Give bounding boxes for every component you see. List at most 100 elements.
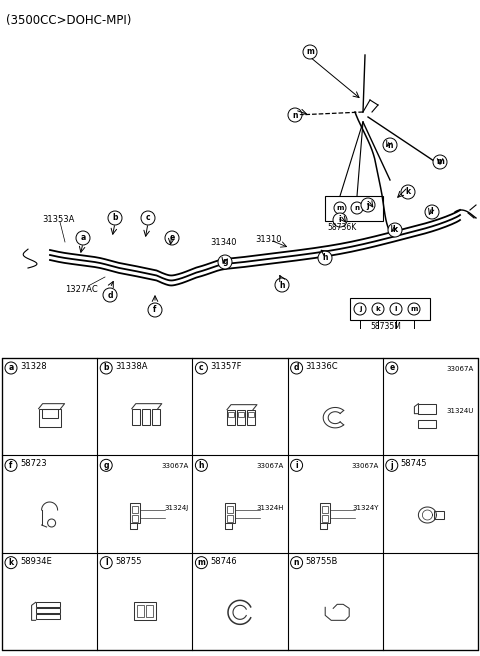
Bar: [228, 412, 234, 417]
Circle shape: [100, 557, 112, 569]
Circle shape: [275, 278, 289, 292]
Text: m: m: [436, 157, 444, 167]
Bar: [134, 602, 156, 621]
Text: a: a: [80, 234, 85, 243]
Bar: [42, 409, 58, 418]
Circle shape: [290, 459, 302, 471]
Bar: [419, 403, 436, 414]
Text: 33067A: 33067A: [256, 463, 284, 469]
Bar: [132, 409, 140, 424]
Text: d: d: [294, 363, 300, 373]
Text: n: n: [294, 558, 300, 567]
Text: i: i: [295, 461, 298, 470]
Circle shape: [290, 362, 302, 374]
Circle shape: [76, 231, 90, 245]
Text: 31324J: 31324J: [164, 505, 188, 511]
Bar: [238, 412, 244, 417]
Text: 1327AC: 1327AC: [65, 285, 98, 294]
Text: 31353A: 31353A: [42, 215, 74, 224]
Circle shape: [5, 459, 17, 471]
Text: j: j: [367, 201, 369, 209]
Bar: [146, 605, 153, 617]
Bar: [322, 515, 328, 522]
Text: e: e: [169, 234, 175, 243]
Circle shape: [401, 185, 415, 199]
Text: g: g: [104, 461, 109, 470]
Text: c: c: [199, 363, 204, 373]
Circle shape: [103, 288, 117, 302]
Bar: [38, 409, 60, 426]
Text: a: a: [8, 363, 13, 373]
Text: l: l: [105, 558, 108, 567]
Text: c: c: [146, 213, 150, 222]
Circle shape: [195, 459, 207, 471]
Text: 33067A: 33067A: [447, 366, 474, 372]
Text: n: n: [387, 140, 393, 150]
Bar: [137, 605, 144, 617]
Circle shape: [195, 362, 207, 374]
Text: 31357F: 31357F: [210, 362, 242, 371]
Text: f: f: [9, 461, 12, 470]
Circle shape: [354, 303, 366, 315]
Text: b: b: [112, 213, 118, 222]
Bar: [434, 511, 444, 519]
Circle shape: [361, 198, 375, 212]
Text: 31336C: 31336C: [306, 362, 338, 371]
Circle shape: [100, 362, 112, 374]
Text: k: k: [406, 188, 410, 197]
Circle shape: [334, 202, 346, 214]
Bar: [36, 614, 60, 619]
Text: 31340: 31340: [210, 238, 237, 247]
Text: 58755: 58755: [115, 557, 142, 565]
Circle shape: [5, 557, 17, 569]
Circle shape: [318, 251, 332, 265]
Text: f: f: [153, 306, 156, 314]
Circle shape: [5, 362, 17, 374]
Text: k: k: [376, 306, 380, 312]
Bar: [247, 409, 255, 424]
Circle shape: [195, 557, 207, 569]
Text: b: b: [104, 363, 109, 373]
Text: l: l: [431, 207, 433, 216]
Text: 31310: 31310: [255, 235, 281, 244]
Bar: [227, 506, 233, 513]
Circle shape: [148, 303, 162, 317]
Bar: [132, 515, 138, 522]
Circle shape: [333, 213, 347, 227]
Bar: [130, 503, 140, 523]
Bar: [36, 608, 60, 613]
Circle shape: [218, 255, 232, 269]
Bar: [248, 412, 254, 417]
Bar: [322, 506, 328, 513]
Circle shape: [108, 211, 122, 225]
Circle shape: [425, 205, 439, 219]
Text: j: j: [359, 306, 361, 312]
Text: 31338A: 31338A: [115, 362, 148, 371]
Circle shape: [390, 303, 402, 315]
Text: n: n: [355, 205, 360, 211]
Circle shape: [165, 231, 179, 245]
Text: 58723: 58723: [20, 459, 47, 468]
Circle shape: [288, 108, 302, 122]
Circle shape: [290, 557, 302, 569]
Text: i: i: [339, 216, 341, 224]
Text: k: k: [393, 226, 397, 234]
Text: e: e: [389, 363, 395, 373]
Bar: [320, 503, 330, 523]
Bar: [36, 602, 60, 607]
Text: l: l: [395, 306, 397, 312]
Circle shape: [303, 45, 317, 59]
Text: m: m: [336, 205, 344, 211]
Text: m: m: [197, 558, 205, 567]
Text: 58745: 58745: [401, 459, 427, 468]
Bar: [350, 298, 430, 320]
Text: n: n: [292, 110, 298, 119]
Text: 58934E: 58934E: [20, 557, 52, 565]
Circle shape: [372, 303, 384, 315]
Text: 31324Y: 31324Y: [352, 505, 379, 511]
Text: h: h: [322, 253, 328, 262]
Bar: [419, 420, 436, 428]
Text: 58755B: 58755B: [306, 557, 338, 565]
Bar: [142, 409, 150, 424]
Text: (3500CC>DOHC-MPI): (3500CC>DOHC-MPI): [6, 14, 132, 27]
